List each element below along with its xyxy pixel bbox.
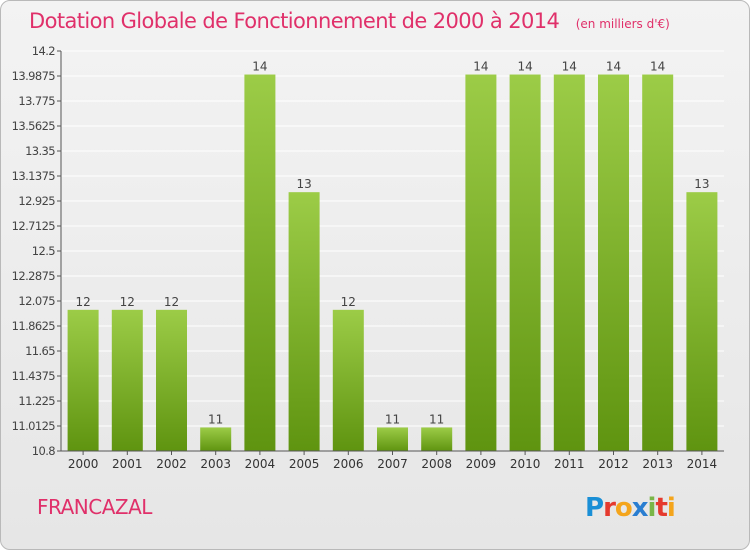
data-label: 14 bbox=[650, 60, 665, 74]
x-tick-label: 2000 bbox=[68, 457, 99, 471]
y-tick-label: 13.35 bbox=[25, 144, 55, 158]
y-tick-label: 10.8 bbox=[32, 444, 55, 458]
y-tick-label: 11.225 bbox=[18, 394, 55, 408]
data-label: 12 bbox=[75, 295, 90, 309]
x-tick-label: 2004 bbox=[245, 457, 276, 471]
y-tick-label: 11.0125 bbox=[12, 419, 56, 433]
x-tick-label: 2003 bbox=[200, 457, 231, 471]
data-label: 13 bbox=[694, 177, 709, 191]
bar-2008 bbox=[421, 427, 453, 451]
data-label: 12 bbox=[341, 295, 356, 309]
x-tick-label: 2005 bbox=[289, 457, 320, 471]
x-tick-label: 2001 bbox=[112, 457, 143, 471]
y-tick-label: 11.4375 bbox=[12, 369, 56, 383]
x-tick-label: 2011 bbox=[554, 457, 585, 471]
bar-2003 bbox=[200, 427, 232, 451]
chart-title: Dotation Globale de Fonctionnement de 20… bbox=[29, 9, 560, 33]
y-tick-label: 11.65 bbox=[25, 344, 55, 358]
chart-unit: (en milliers d'€) bbox=[575, 17, 670, 31]
data-label: 13 bbox=[296, 177, 311, 191]
x-tick-label: 2007 bbox=[377, 457, 408, 471]
x-tick-label: 2012 bbox=[598, 457, 629, 471]
bar-2004 bbox=[244, 74, 276, 451]
x-tick-label: 2014 bbox=[687, 457, 718, 471]
svg-text:Proxiti: Proxiti bbox=[585, 493, 675, 523]
bar-2012 bbox=[598, 74, 629, 451]
data-label: 14 bbox=[252, 60, 267, 74]
y-tick-label: 13.9875 bbox=[12, 69, 56, 83]
bar-2011 bbox=[553, 74, 585, 451]
data-label: 14 bbox=[606, 60, 621, 74]
bar-2000 bbox=[67, 309, 99, 451]
bar-2013 bbox=[642, 74, 674, 451]
bars: 12 12 12 11 14 13 12 11 11 14 14 14 14 14 13 bbox=[67, 60, 718, 452]
x-tick-label: 2013 bbox=[642, 457, 673, 471]
y-tick-label: 13.1375 bbox=[12, 169, 56, 183]
y-tick-label: 14.2 bbox=[32, 44, 55, 58]
y-tick-label: 12.925 bbox=[18, 194, 55, 208]
data-label: 14 bbox=[562, 60, 577, 74]
axes: 10.8 11.0125 11.225 11.4375 11.65 11.8625 12.0… bbox=[12, 44, 724, 471]
commune-name: FRANCAZAL bbox=[37, 495, 152, 519]
bar-2005 bbox=[288, 192, 320, 452]
chart-header: Dotation Globale de Fonctionnement de 20… bbox=[29, 9, 670, 33]
bar-2007 bbox=[377, 427, 408, 451]
y-tick-label: 11.8625 bbox=[12, 319, 56, 333]
y-tick-label: 12.5 bbox=[32, 244, 55, 258]
data-label: 11 bbox=[385, 412, 400, 426]
data-label: 11 bbox=[429, 412, 444, 426]
proxiti-logo: Proxiti bbox=[585, 493, 676, 523]
data-label: 14 bbox=[473, 60, 488, 74]
data-label: 12 bbox=[120, 295, 135, 309]
x-tick-label: 2009 bbox=[466, 457, 497, 471]
y-tick-label: 12.2875 bbox=[12, 269, 56, 283]
data-label: 14 bbox=[517, 60, 532, 74]
x-tick-label: 2006 bbox=[333, 457, 364, 471]
bar-2006 bbox=[332, 309, 364, 451]
y-tick-label: 12.075 bbox=[18, 294, 55, 308]
bar-2001 bbox=[111, 309, 143, 451]
y-tick-label: 13.5625 bbox=[12, 119, 56, 133]
x-tick-label: 2008 bbox=[421, 457, 452, 471]
x-tick-label: 2010 bbox=[510, 457, 541, 471]
data-label: 11 bbox=[208, 412, 223, 426]
y-tick-label: 12.7125 bbox=[12, 219, 56, 233]
bar-2014 bbox=[686, 192, 718, 452]
bar-2009 bbox=[465, 74, 497, 451]
data-label: 12 bbox=[164, 295, 179, 309]
bar-2010 bbox=[509, 74, 541, 451]
bar-2002 bbox=[156, 309, 187, 451]
y-tick-label: 13.775 bbox=[18, 94, 55, 108]
x-tick-label: 2002 bbox=[156, 457, 187, 471]
